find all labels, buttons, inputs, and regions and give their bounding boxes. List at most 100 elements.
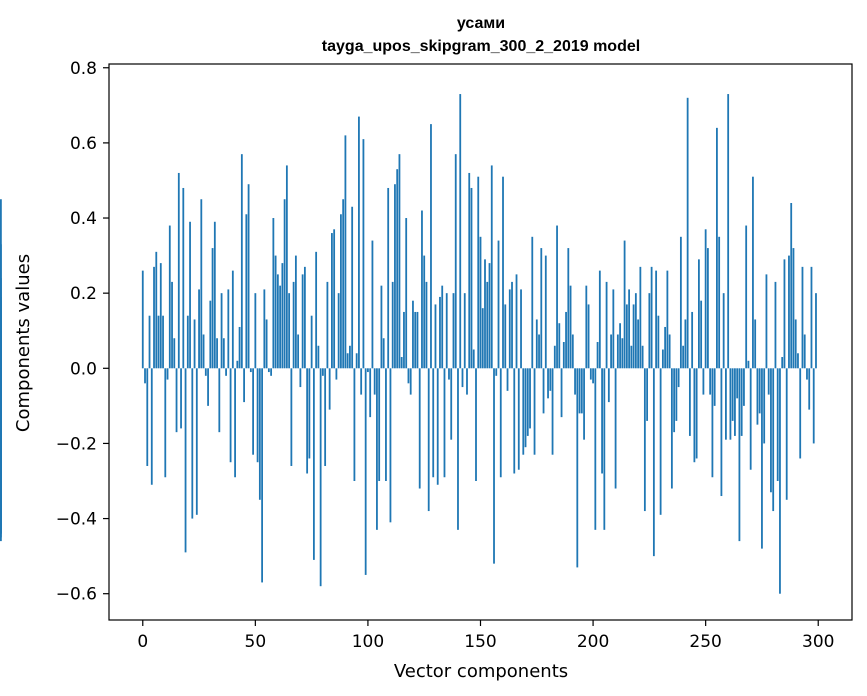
bar (506, 368, 509, 391)
bar (184, 368, 187, 553)
bar (661, 349, 664, 369)
bar (529, 368, 531, 429)
bar (740, 368, 743, 436)
bar (263, 289, 266, 369)
bar (623, 240, 626, 369)
bar (382, 338, 385, 369)
y-tick-label: 0.0 (70, 359, 97, 379)
bar (353, 368, 356, 481)
bar (157, 315, 160, 369)
bar (371, 240, 374, 369)
bar (236, 360, 239, 369)
bar (452, 293, 455, 369)
bar (144, 368, 146, 384)
bar (637, 319, 640, 369)
bar (216, 338, 218, 369)
bar (675, 368, 678, 421)
bar (497, 240, 500, 369)
bar (610, 334, 612, 369)
bar (272, 218, 275, 369)
bar (400, 357, 403, 369)
bar (155, 251, 158, 369)
bar (707, 248, 709, 369)
bar (612, 289, 615, 369)
bar (358, 116, 360, 369)
bar (346, 353, 349, 369)
bar (493, 368, 495, 564)
bar (704, 229, 707, 369)
bar (362, 139, 365, 369)
bar (324, 368, 327, 466)
bar (326, 281, 329, 369)
bar (238, 326, 241, 369)
bar (763, 368, 766, 444)
bar (673, 368, 676, 433)
bar (432, 368, 435, 478)
bar (378, 368, 381, 481)
bar (364, 368, 367, 575)
bar (150, 368, 153, 485)
bar (227, 289, 230, 369)
bar (276, 274, 279, 369)
bar (484, 259, 486, 369)
bar (461, 368, 464, 388)
bar (632, 304, 635, 369)
bar (601, 368, 603, 474)
bar (166, 368, 169, 380)
bar (652, 368, 655, 557)
bar (162, 315, 164, 369)
bar (594, 368, 597, 530)
bar (646, 368, 649, 421)
chart-title: усами (457, 15, 505, 32)
bar (628, 289, 630, 369)
bar (486, 281, 489, 369)
bar (454, 154, 457, 369)
bar (213, 221, 216, 369)
bar (396, 169, 399, 369)
bar (749, 368, 752, 470)
bar (225, 368, 227, 376)
bar (641, 345, 644, 369)
bar (177, 172, 180, 369)
bar (616, 334, 619, 369)
bar (716, 127, 718, 369)
bar (511, 281, 513, 369)
bar (711, 368, 714, 478)
bar (781, 357, 784, 369)
bar (691, 311, 694, 369)
bar (520, 289, 522, 369)
bar (195, 368, 198, 515)
bar (159, 263, 162, 369)
bar (713, 368, 716, 406)
bar (765, 274, 768, 369)
bar (292, 281, 295, 369)
bar (508, 289, 511, 369)
bar (342, 199, 345, 369)
bar (792, 248, 795, 369)
bar (686, 97, 689, 369)
bar (729, 368, 732, 440)
bar-series (0, 94, 817, 594)
bar (436, 368, 439, 485)
bar (288, 293, 291, 369)
bar (294, 255, 297, 369)
bar (526, 368, 529, 436)
bar (319, 368, 322, 587)
bar (752, 176, 754, 369)
bar (736, 368, 739, 399)
bar (747, 360, 750, 369)
bar (308, 368, 311, 459)
bar (598, 270, 601, 369)
bar (490, 165, 493, 369)
bar (607, 368, 610, 403)
bar (585, 285, 588, 369)
bar (625, 304, 628, 369)
bar (522, 368, 525, 455)
bar (202, 334, 205, 369)
bar (580, 368, 583, 414)
bar (524, 368, 527, 448)
bar (702, 368, 705, 395)
bar (450, 368, 453, 440)
bar (495, 368, 498, 376)
bar (285, 165, 288, 369)
